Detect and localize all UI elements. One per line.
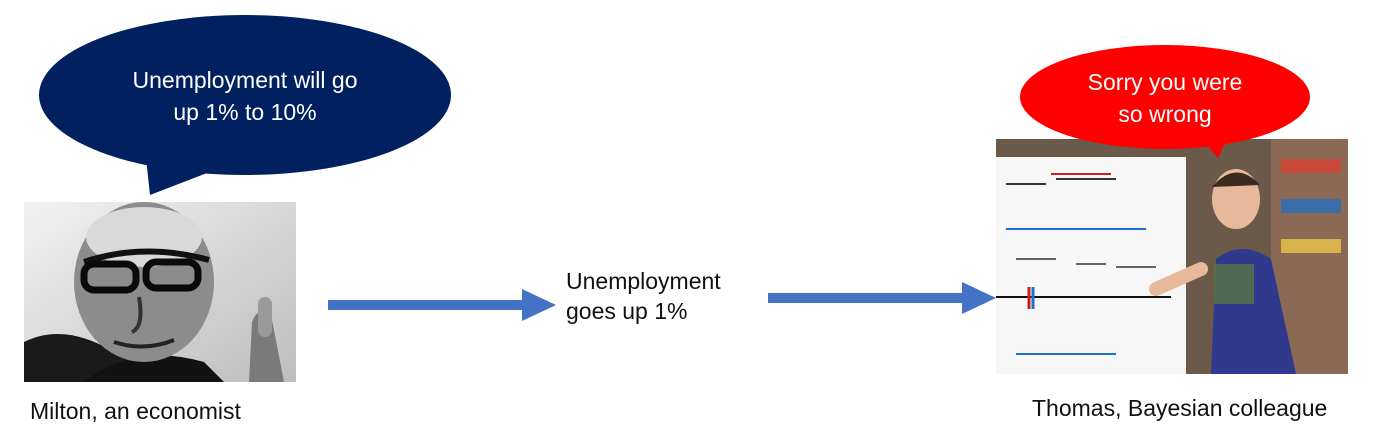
right-speech-bubble <box>1020 45 1310 158</box>
left-speech-bubble <box>39 15 451 195</box>
right-caption: Thomas, Bayesian colleague <box>1032 395 1328 421</box>
left-caption: Milton, an economist <box>30 398 241 424</box>
middle-text: Unemployment goes up 1% <box>566 268 721 324</box>
milton-photo <box>24 202 296 382</box>
thomas-photo <box>996 139 1348 374</box>
arrow-right-icon <box>328 289 556 321</box>
arrow-right-icon <box>768 282 996 314</box>
left-bubble-text: Unemployment will go up 1% to 10% <box>132 67 358 125</box>
right-bubble-text: Sorry you were so wrong <box>1087 69 1243 127</box>
